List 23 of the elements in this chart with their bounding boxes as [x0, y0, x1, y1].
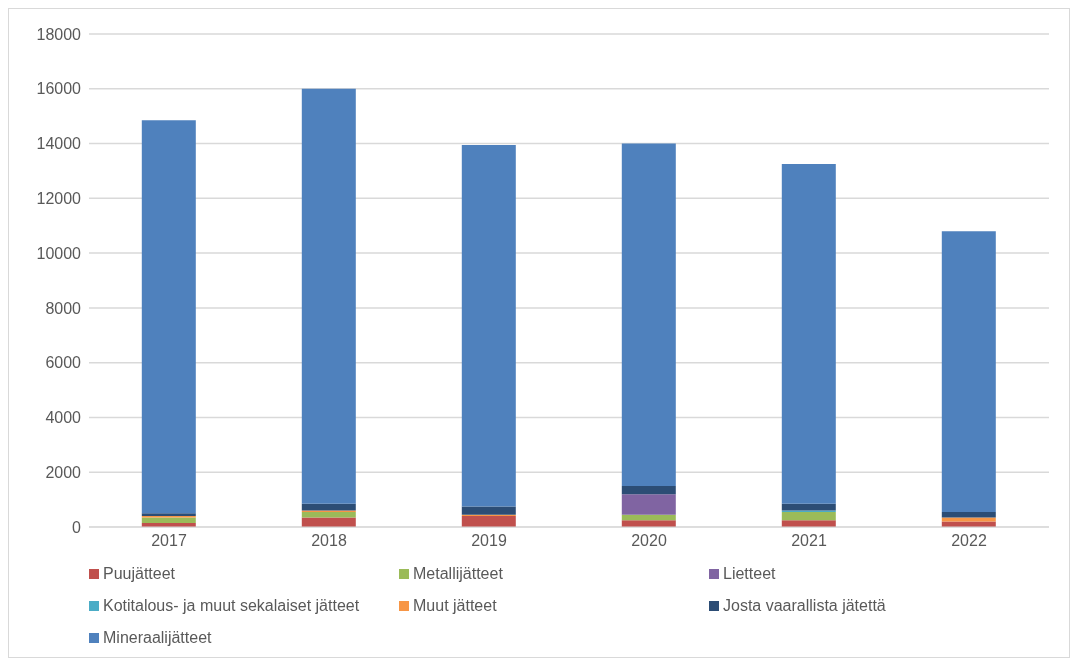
x-tick-label: 2020 [631, 532, 667, 550]
y-tick-label: 18000 [36, 25, 82, 43]
y-tick-label: 2000 [45, 463, 82, 481]
y-tick-label: 4000 [45, 409, 82, 427]
legend-label: Mineraalijätteet [103, 629, 212, 647]
legend-label: Muut jätteet [413, 597, 497, 615]
legend-label: Puujätteet [103, 565, 176, 583]
y-tick-label: 8000 [45, 299, 82, 317]
legend-label: Lietteet [723, 565, 776, 583]
y-tick-label: 6000 [45, 354, 82, 372]
x-tick-label: 2021 [791, 532, 827, 550]
x-tick-label: 2022 [951, 532, 987, 550]
x-tick-label: 2019 [471, 532, 507, 550]
legend-label: Kotitalous- ja muut sekalaiset jätteet [103, 597, 360, 615]
y-tick-label: 0 [72, 518, 82, 536]
x-tick-label: 2018 [311, 532, 347, 550]
y-tick-label: 12000 [36, 190, 82, 208]
y-tick-label: 16000 [36, 80, 82, 98]
y-tick-label: 14000 [36, 135, 82, 153]
x-tick-label: 2017 [151, 532, 187, 550]
legend-label: Metallijätteet [413, 565, 503, 583]
y-tick-label: 10000 [36, 244, 82, 262]
legend-label: Josta vaarallista jätettä [723, 597, 886, 615]
